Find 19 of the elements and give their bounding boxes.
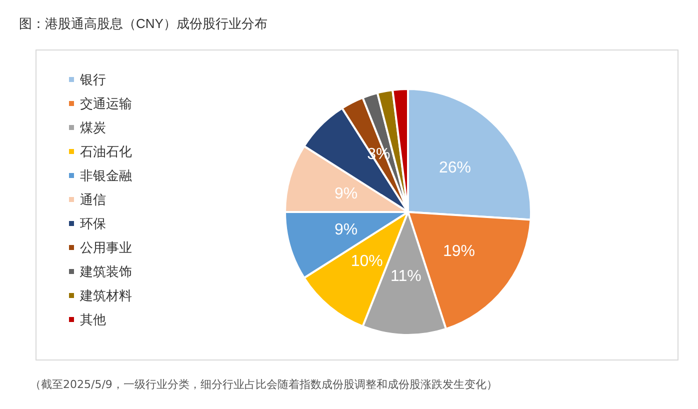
legend-label: 公用事业 (80, 240, 132, 255)
legend-label: 煤炭 (80, 120, 106, 135)
data-label: 9% (334, 186, 358, 203)
data-label: 19% (442, 243, 475, 260)
data-label: 11% (390, 268, 422, 285)
data-label: 10% (350, 253, 383, 270)
legend-label: 建筑装饰 (79, 264, 132, 279)
data-label: 9% (334, 221, 358, 238)
legend-label: 环保 (80, 216, 106, 231)
legend-label: 通信 (80, 192, 106, 207)
legend-label: 建筑材料 (79, 288, 132, 303)
legend-label: 银行 (79, 72, 106, 87)
legend-label: 石油石化 (80, 144, 132, 159)
legend-label: 非银金融 (80, 168, 132, 183)
data-label: 26% (439, 159, 472, 176)
chart-title: 图：港股通高股息（CNY）成份股行业分布 (19, 16, 268, 31)
legend-label: 交通运输 (80, 96, 132, 111)
legend-label: 其他 (80, 312, 106, 327)
text: （截至2025/5/9，一级行业分类，细分行业占比会随着指数成份股调整和成份股涨跌发生变化） (30, 378, 498, 391)
